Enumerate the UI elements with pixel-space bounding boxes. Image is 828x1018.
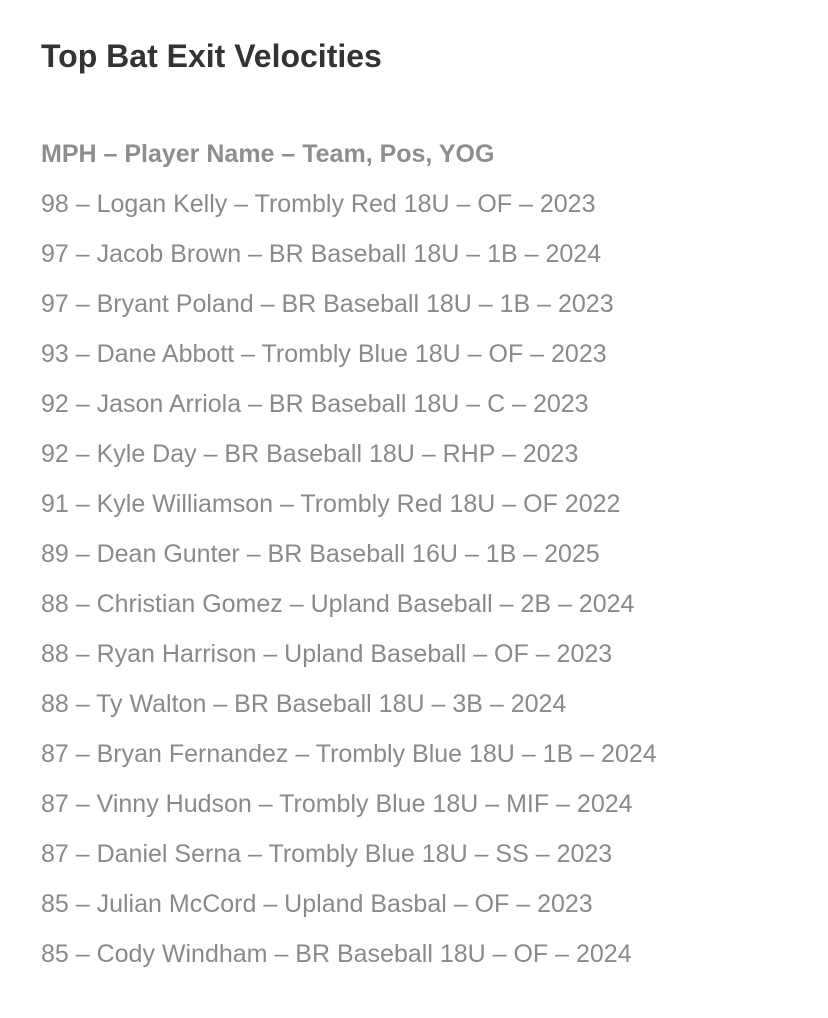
page-title: Top Bat Exit Velocities (41, 38, 382, 74)
list-item: 92 – Kyle Day – BR Baseball 18U – RHP – … (41, 440, 579, 468)
list-item: 87 – Vinny Hudson – Trombly Blue 18U – M… (41, 790, 633, 818)
list-item: 91 – Kyle Williamson – Trombly Red 18U –… (41, 490, 621, 518)
list-item: 85 – Cody Windham – BR Baseball 18U – OF… (41, 940, 632, 968)
list-item: 92 – Jason Arriola – BR Baseball 18U – C… (41, 390, 589, 418)
list-item: 93 – Dane Abbott – Trombly Blue 18U – OF… (41, 340, 607, 368)
list-item: 88 – Ty Walton – BR Baseball 18U – 3B – … (41, 690, 567, 718)
velocity-list: MPH – Player Name – Team, Pos, YOG 98 – … (41, 129, 657, 979)
list-item: 87 – Daniel Serna – Trombly Blue 18U – S… (41, 840, 613, 868)
list-item: 88 – Ryan Harrison – Upland Baseball – O… (41, 640, 613, 668)
list-item: 97 – Bryant Poland – BR Baseball 18U – 1… (41, 290, 614, 318)
list-item: 87 – Bryan Fernandez – Trombly Blue 18U … (41, 740, 657, 768)
list-header: MPH – Player Name – Team, Pos, YOG (41, 140, 495, 168)
list-item: 97 – Jacob Brown – BR Baseball 18U – 1B … (41, 240, 602, 268)
list-item: 98 – Logan Kelly – Trombly Red 18U – OF … (41, 190, 596, 218)
list-item: 88 – Christian Gomez – Upland Baseball –… (41, 590, 635, 618)
list-item: 85 – Julian McCord – Upland Basbal – OF … (41, 890, 593, 918)
list-item: 89 – Dean Gunter – BR Baseball 16U – 1B … (41, 540, 600, 568)
